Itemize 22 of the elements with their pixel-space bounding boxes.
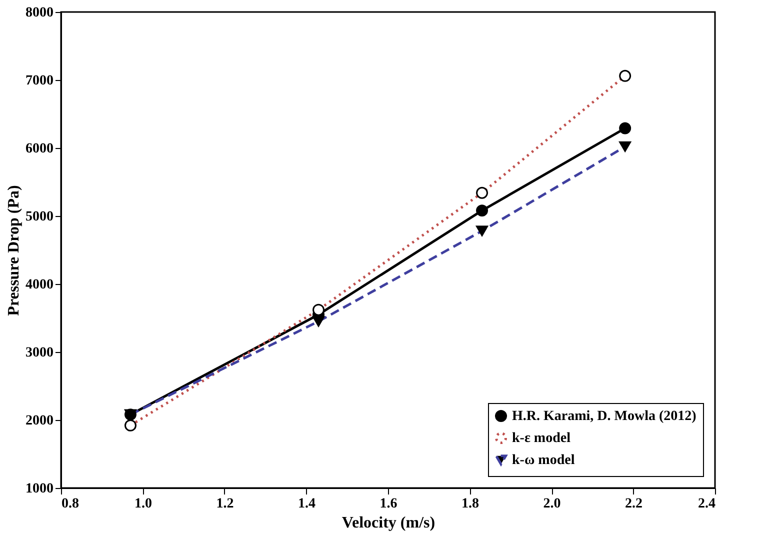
x-axis-title: Velocity (m/s) [342, 514, 436, 532]
x-tick-label: 1.8 [462, 496, 479, 512]
y-tick-label: 4000 [26, 278, 54, 292]
x-tick-label: 1.6 [380, 496, 398, 512]
x-tick-label: 2.4 [698, 496, 716, 512]
x-tick-label: 1.2 [216, 496, 234, 512]
y-tick-label: 2000 [26, 414, 54, 428]
y-tick-label: 5000 [26, 210, 54, 224]
y-axis-title: Pressure Drop (Pa) [6, 185, 22, 316]
y-tick-label: 3000 [26, 346, 54, 360]
legend-label: k-ε model [512, 431, 571, 446]
y-tick-label: 8000 [26, 6, 54, 20]
x-tick-label: 2.0 [543, 496, 561, 512]
legend-label: H.R. Karami, D. Mowla (2012) [512, 409, 697, 424]
x-tick-label: 1.0 [134, 496, 152, 512]
x-tick-label: 1.4 [298, 496, 316, 512]
x-tick-label: 2.2 [625, 496, 642, 512]
y-tick-label: 7000 [26, 74, 54, 88]
y-tick-label: 6000 [26, 142, 54, 156]
y-tick-label: 1000 [26, 482, 54, 496]
x-tick-label: 0.8 [62, 496, 79, 512]
legend-label: k-ω model [512, 453, 575, 468]
